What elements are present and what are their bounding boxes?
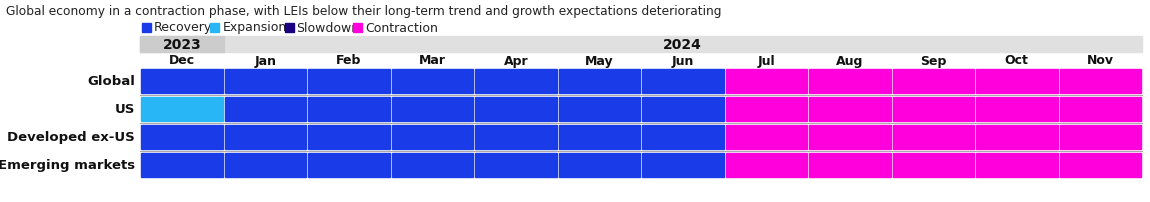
Bar [141,125,222,149]
Text: Emerging markets: Emerging markets [0,159,135,172]
Bar [642,125,723,149]
Bar [141,70,222,94]
Bar [391,125,473,149]
Text: Dec: Dec [169,54,194,67]
Bar [892,125,974,149]
Text: Nov: Nov [1087,54,1113,67]
Bar [140,37,223,53]
Bar [976,153,1058,177]
Bar [808,153,890,177]
Bar [892,153,974,177]
Text: 2024: 2024 [664,38,703,52]
Bar [391,70,473,94]
Bar [141,98,222,121]
Bar [224,98,306,121]
Text: Mar: Mar [419,54,446,67]
Bar [391,153,473,177]
Text: Slowdown: Slowdown [297,21,360,34]
Text: Recovery: Recovery [154,21,213,34]
Bar [976,70,1058,94]
Text: Jun: Jun [672,54,693,67]
Text: Oct: Oct [1005,54,1029,67]
Text: 2023: 2023 [162,38,201,52]
Bar [976,125,1058,149]
Text: Global: Global [87,75,135,88]
Bar [224,153,306,177]
Bar [726,125,807,149]
Bar [892,98,974,121]
Bar [1059,125,1141,149]
Text: Expansion: Expansion [222,21,286,34]
Bar [559,153,641,177]
Bar [475,98,557,121]
Bar [308,98,390,121]
Bar [642,153,723,177]
Bar [726,70,807,94]
Bar [808,125,890,149]
Text: Jul: Jul [758,54,775,67]
Bar [642,70,723,94]
Bar [808,70,890,94]
Bar [210,23,220,32]
Text: Contraction: Contraction [365,21,438,34]
Bar [559,98,641,121]
Bar [141,23,151,32]
Bar [1059,98,1141,121]
Bar [1059,70,1141,94]
Text: Feb: Feb [336,54,361,67]
Bar [976,98,1058,121]
Text: May: May [585,54,614,67]
Bar [475,153,557,177]
Text: Developed ex-US: Developed ex-US [7,131,135,144]
Bar [726,98,807,121]
Bar [808,98,890,121]
Text: Jan: Jan [254,54,276,67]
Bar [892,70,974,94]
Bar [140,37,1142,53]
Bar [391,98,473,121]
Bar [726,153,807,177]
Text: Sep: Sep [920,54,946,67]
Bar [1059,153,1141,177]
Bar [559,125,641,149]
Bar [308,70,390,94]
Bar [224,70,306,94]
Text: Aug: Aug [836,54,864,67]
Bar [284,23,293,32]
Text: US: US [115,103,135,116]
Bar [308,153,390,177]
Bar [141,153,222,177]
Bar [559,70,641,94]
Bar [308,125,390,149]
Text: Apr: Apr [504,54,528,67]
Bar [353,23,362,32]
Text: Global economy in a contraction phase, with LEIs below their long-term trend and: Global economy in a contraction phase, w… [6,5,721,18]
Bar [224,125,306,149]
Bar [475,125,557,149]
Bar [475,70,557,94]
Bar [642,98,723,121]
